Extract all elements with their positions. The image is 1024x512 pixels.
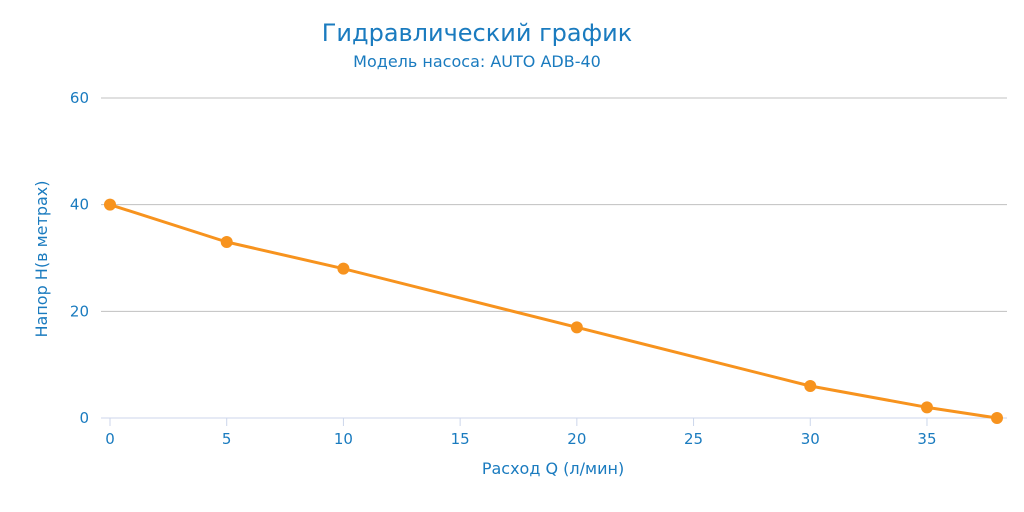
data-point[interactable] [337, 262, 350, 275]
data-point[interactable] [104, 198, 116, 211]
x-tick-label: 35 [917, 430, 936, 448]
chart-title: Гидравлический график [322, 19, 632, 47]
x-tick-label: 15 [451, 430, 470, 448]
x-tick-label: 20 [567, 430, 586, 448]
x-tick-label: 10 [334, 430, 353, 448]
data-point[interactable] [991, 412, 1003, 424]
y-tick-label: 20 [70, 302, 89, 320]
y-axis-label: Напор H(в метрах) [32, 180, 51, 337]
data-point[interactable] [220, 236, 233, 248]
x-tick-label: 0 [105, 430, 115, 448]
grid-layer [101, 97, 1007, 419]
x-axis-label: Расход Q (л/мин) [482, 459, 624, 478]
x-tick-label: 25 [684, 430, 703, 448]
x-tick-label: 5 [222, 430, 232, 448]
y-tick-label: 60 [70, 89, 89, 107]
data-point[interactable] [804, 380, 817, 392]
chart-subtitle: Модель насоса: AUTO ADB-40 [353, 52, 601, 71]
y-tick-label: 0 [79, 409, 89, 427]
data-point[interactable] [570, 321, 583, 334]
x-tick-labels: 0 5 10 15 20 25 30 35 [105, 418, 937, 448]
data-point[interactable] [920, 401, 933, 414]
series-layer [104, 198, 1003, 424]
y-tick-labels: 0 20 40 60 [70, 89, 89, 427]
x-tick-label: 30 [801, 430, 820, 448]
y-tick-label: 40 [70, 196, 89, 214]
